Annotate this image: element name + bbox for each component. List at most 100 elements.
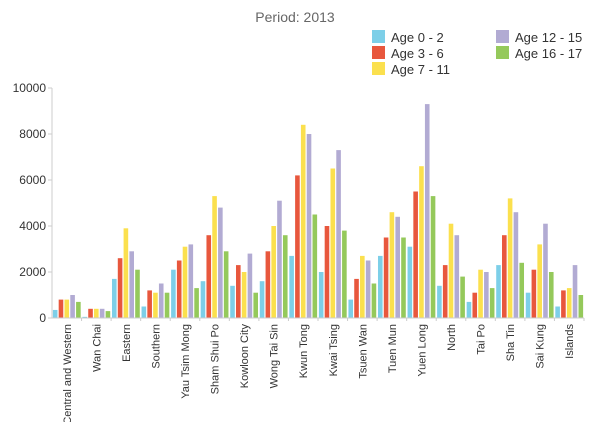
bar[interactable] [371, 283, 377, 319]
bar[interactable] [52, 309, 58, 318]
bar[interactable] [354, 278, 359, 318]
bar[interactable] [566, 288, 572, 318]
bar[interactable] [330, 168, 336, 319]
bar[interactable] [164, 292, 170, 318]
bar[interactable] [507, 198, 513, 318]
bar[interactable] [312, 214, 318, 319]
bar[interactable] [448, 223, 454, 318]
x-tick-label: Kowloon City [239, 324, 251, 389]
bar[interactable] [58, 299, 64, 318]
bar[interactable] [342, 230, 347, 318]
bar[interactable] [295, 175, 300, 318]
bar[interactable] [200, 281, 206, 318]
bar[interactable] [241, 272, 247, 318]
bar[interactable] [336, 150, 341, 318]
bar[interactable] [478, 269, 483, 318]
bar[interactable] [182, 246, 188, 318]
bar[interactable] [153, 292, 158, 318]
bar[interactable] [99, 308, 105, 318]
x-tick-label: Kwai Tsing [328, 324, 340, 376]
bar[interactable] [123, 228, 129, 318]
bar[interactable] [377, 255, 383, 318]
bar[interactable] [105, 311, 111, 318]
bar[interactable] [247, 253, 253, 318]
bar[interactable] [413, 191, 418, 319]
bar[interactable] [88, 308, 93, 318]
bar[interactable] [188, 244, 194, 318]
x-tick-label: Tsuen Wan [357, 324, 369, 379]
bar[interactable] [424, 104, 430, 318]
bar[interactable] [223, 251, 229, 318]
bar[interactable] [117, 258, 123, 318]
bar[interactable] [236, 265, 241, 318]
bar[interactable] [537, 244, 542, 318]
bar[interactable] [442, 265, 448, 318]
bar[interactable] [289, 255, 294, 318]
bar[interactable] [548, 272, 554, 318]
bar[interactable] [265, 251, 271, 318]
bar[interactable] [171, 269, 176, 318]
bar[interactable] [525, 292, 531, 318]
bar[interactable] [365, 260, 371, 319]
bar[interactable] [324, 226, 330, 318]
bar[interactable] [466, 301, 472, 318]
bar[interactable] [158, 283, 164, 319]
bar[interactable] [230, 285, 235, 318]
bar[interactable] [147, 290, 152, 318]
bar[interactable] [401, 237, 406, 319]
bar[interactable] [572, 265, 578, 318]
bar[interactable] [82, 316, 88, 318]
bar[interactable] [318, 272, 324, 318]
bar[interactable] [277, 200, 282, 318]
bar[interactable] [271, 226, 276, 318]
bar[interactable] [395, 216, 400, 318]
legend-item[interactable]: Age 7 - 11 [372, 62, 450, 77]
bar[interactable] [472, 292, 478, 318]
bar[interactable] [437, 285, 442, 318]
bar[interactable] [76, 301, 81, 318]
legend-item[interactable]: Age 3 - 6 [372, 46, 444, 61]
bar[interactable] [489, 288, 495, 318]
bar[interactable] [519, 262, 525, 318]
bar[interactable] [348, 299, 354, 318]
bar[interactable] [300, 124, 306, 318]
bar[interactable] [259, 281, 265, 318]
bar[interactable] [383, 237, 389, 319]
bar[interactable] [555, 306, 560, 319]
bar[interactable] [129, 251, 134, 318]
legend-item[interactable]: Age 12 - 15 [496, 30, 582, 45]
bar[interactable] [64, 299, 70, 318]
legend-item[interactable]: Age 0 - 2 [372, 30, 444, 45]
bar[interactable] [94, 308, 99, 318]
bar[interactable] [141, 306, 147, 319]
legend-swatch [496, 30, 509, 43]
bar[interactable] [111, 278, 117, 318]
bar[interactable] [407, 246, 413, 318]
bar[interactable] [253, 292, 259, 318]
bar[interactable] [389, 212, 395, 318]
bar[interactable] [419, 166, 424, 318]
bar[interactable] [176, 260, 182, 319]
bar[interactable] [135, 269, 140, 318]
bar[interactable] [194, 288, 199, 318]
bar[interactable] [306, 134, 312, 318]
bar[interactable] [70, 295, 75, 318]
bar[interactable] [561, 290, 566, 318]
bar[interactable] [543, 223, 548, 318]
bar[interactable] [212, 196, 217, 318]
bar[interactable] [496, 265, 501, 318]
legend-item[interactable]: Age 16 - 17 [496, 46, 582, 61]
bar[interactable] [218, 207, 223, 318]
bar[interactable] [531, 269, 537, 318]
bar[interactable] [484, 272, 489, 318]
bar[interactable] [578, 295, 584, 318]
bar[interactable] [454, 235, 460, 318]
bar[interactable] [460, 276, 465, 318]
bar[interactable] [206, 235, 212, 318]
bar[interactable] [513, 212, 519, 318]
bar[interactable] [502, 235, 507, 318]
bar[interactable] [430, 196, 436, 318]
bar[interactable] [360, 255, 365, 318]
y-tick-label: 8000 [19, 127, 46, 141]
bar[interactable] [282, 235, 288, 318]
